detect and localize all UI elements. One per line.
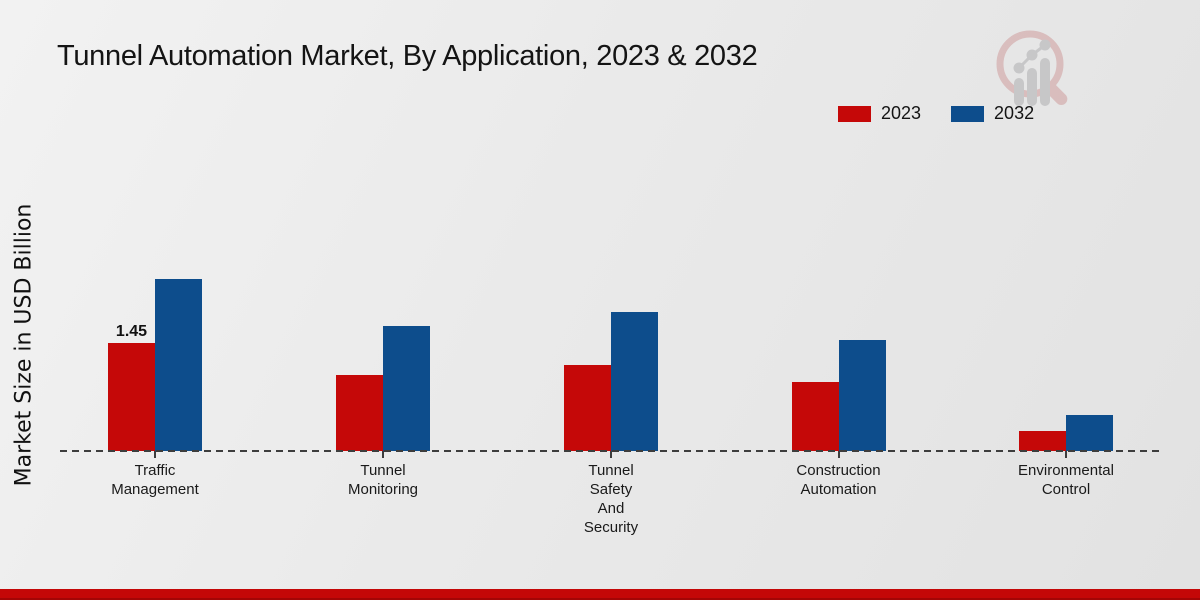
- bar-2023-traffic-management: [108, 343, 155, 451]
- legend-item-2032[interactable]: 2032: [951, 103, 1034, 124]
- legend-swatch-2023: [838, 105, 871, 122]
- category-label-environmental-control: Environmental Control: [1018, 462, 1114, 498]
- category-label-construction-automation: Construction Automation: [796, 462, 881, 498]
- chart-title: Tunnel Automation Market, By Application…: [57, 40, 758, 72]
- x-axis-tick: [610, 451, 612, 458]
- legend-label-2032: 2032: [994, 103, 1035, 123]
- bar-2032-construction-automation: [838, 340, 886, 451]
- footer-accent-bar: [0, 589, 1200, 600]
- category-label-tunnel-safety-and-security: Tunnel Safety And Security: [583, 462, 639, 536]
- bar-2023-environmental-control: [1019, 431, 1066, 451]
- x-axis-tick: [154, 451, 156, 458]
- legend: 2023 2032: [838, 103, 1034, 124]
- brand-logo-magnifier-icon: [996, 30, 1068, 106]
- bar-2032-tunnel-safety-and-security: [611, 312, 658, 451]
- category-label-tunnel-monitoring: Tunnel Monitoring: [347, 462, 419, 498]
- bar-2032-environmental-control: [1066, 415, 1113, 451]
- bar-2023-tunnel-monitoring: [336, 375, 383, 451]
- bar-2032-tunnel-monitoring: [383, 326, 430, 451]
- legend-label-2023: 2023: [881, 103, 922, 123]
- legend-swatch-2032: [951, 105, 985, 122]
- category-label-traffic-management: Traffic Management: [111, 462, 199, 498]
- x-axis-tick: [837, 451, 840, 458]
- x-axis-tick: [1065, 451, 1067, 458]
- data-label-2023: 1.45: [115, 323, 148, 340]
- bar-2023-construction-automation: [791, 382, 839, 451]
- bar-2032-traffic-management: [155, 279, 202, 451]
- x-axis-tick: [382, 451, 384, 458]
- legend-item-2023[interactable]: 2023: [838, 103, 921, 124]
- bar-2023-tunnel-safety-and-security: [564, 365, 611, 451]
